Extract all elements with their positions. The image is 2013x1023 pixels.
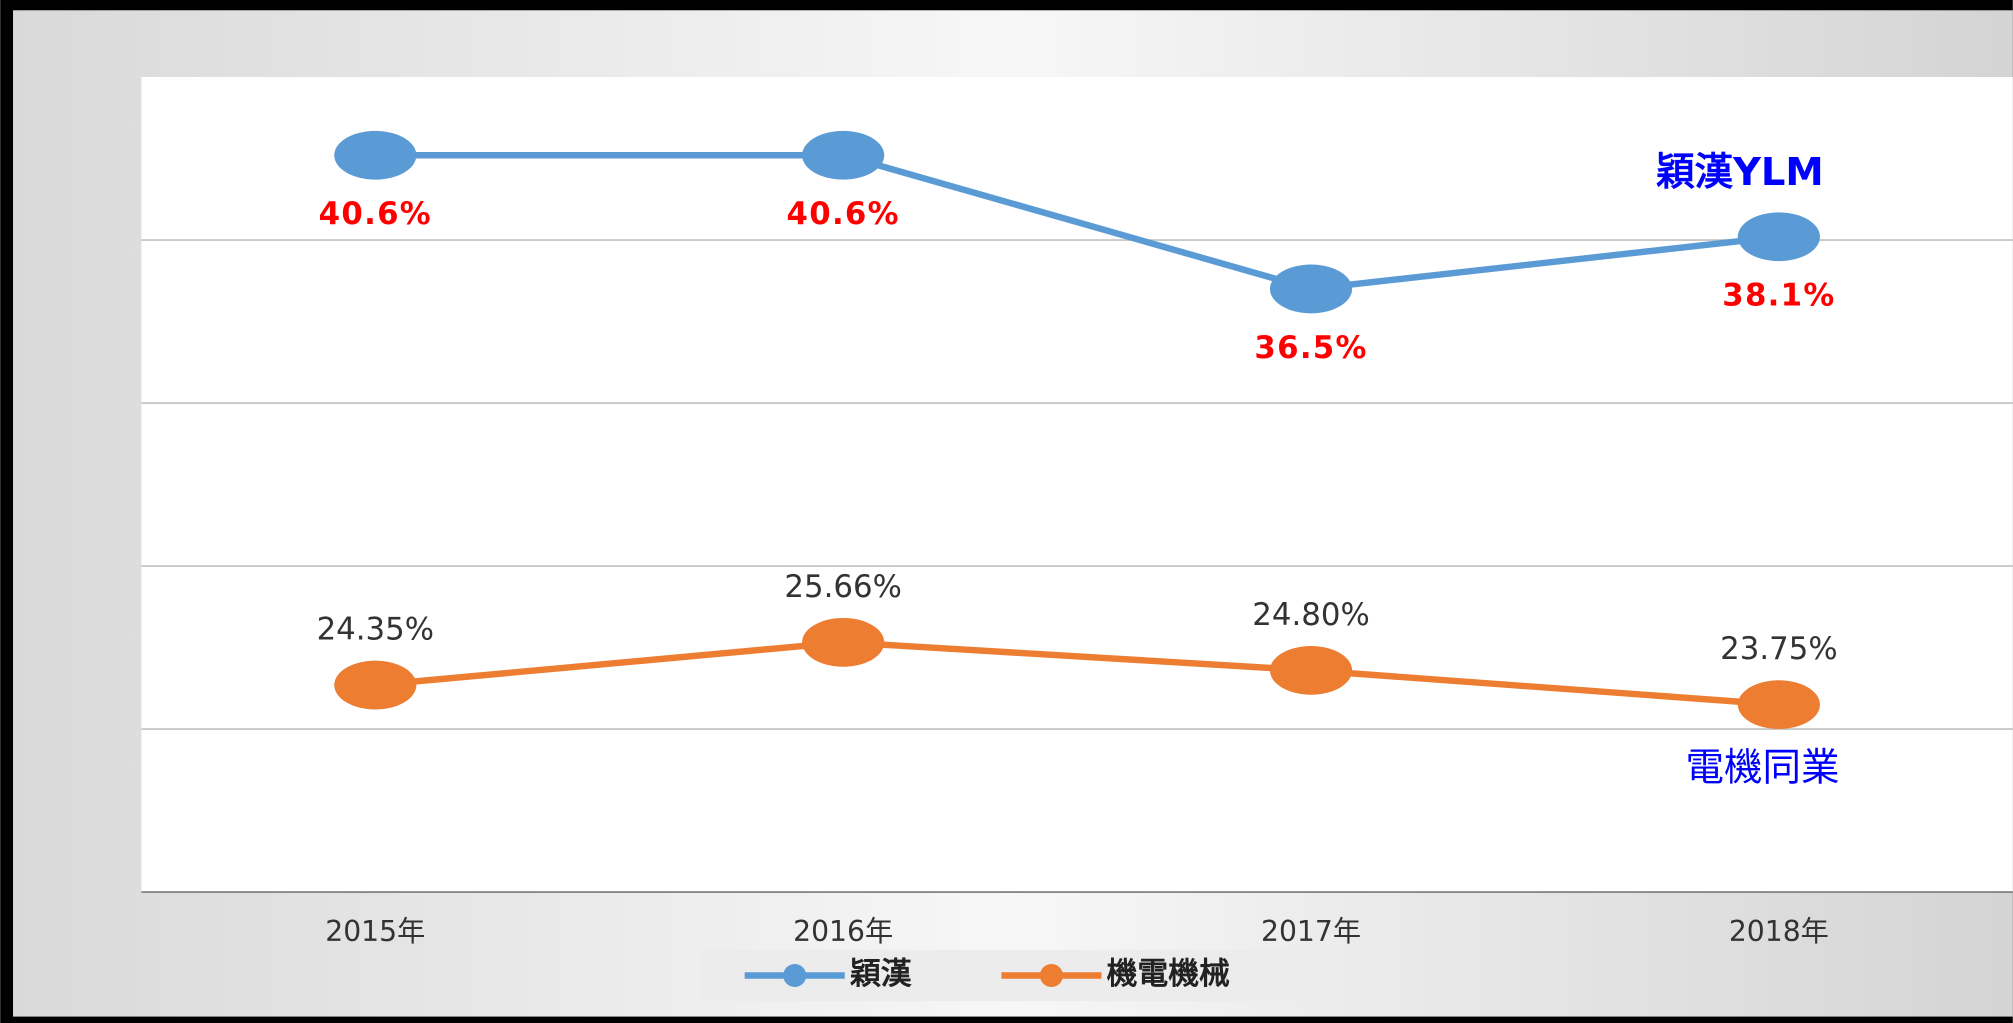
data-point <box>1737 212 1820 262</box>
legend-label: 穎漢 <box>850 956 912 992</box>
x-tick-label: 2015年 <box>325 915 425 948</box>
data-label: 40.6% <box>319 196 432 232</box>
data-label: 24.35% <box>317 612 434 648</box>
legend-marker <box>1039 963 1063 988</box>
x-tick-label: 2017年 <box>1261 915 1361 948</box>
legend-marker <box>783 963 807 988</box>
data-point <box>802 130 885 180</box>
data-point <box>334 660 417 710</box>
data-label: 23.75% <box>1720 631 1837 667</box>
data-point <box>1737 680 1820 729</box>
series-line <box>375 639 1780 708</box>
x-tick-label: 2016年 <box>793 915 893 948</box>
data-point <box>1269 264 1353 314</box>
data-label: 40.6% <box>787 196 900 232</box>
data-label: 38.1% <box>1722 278 1835 314</box>
series-line <box>375 152 1780 293</box>
x-tick-label: 2018年 <box>1729 915 1829 948</box>
data-label: 36.5% <box>1254 330 1367 366</box>
plot-area <box>141 77 2013 893</box>
data-point <box>802 617 885 667</box>
data-label: 24.80% <box>1252 597 1369 633</box>
data-label: 25.66% <box>784 569 901 605</box>
data-point <box>334 130 417 180</box>
legend-label: 機電機械 <box>1107 956 1230 992</box>
annotation: 穎漢YLM <box>1656 150 1824 195</box>
data-point <box>1269 645 1353 695</box>
annotation: 電機同業 <box>1686 746 1840 791</box>
